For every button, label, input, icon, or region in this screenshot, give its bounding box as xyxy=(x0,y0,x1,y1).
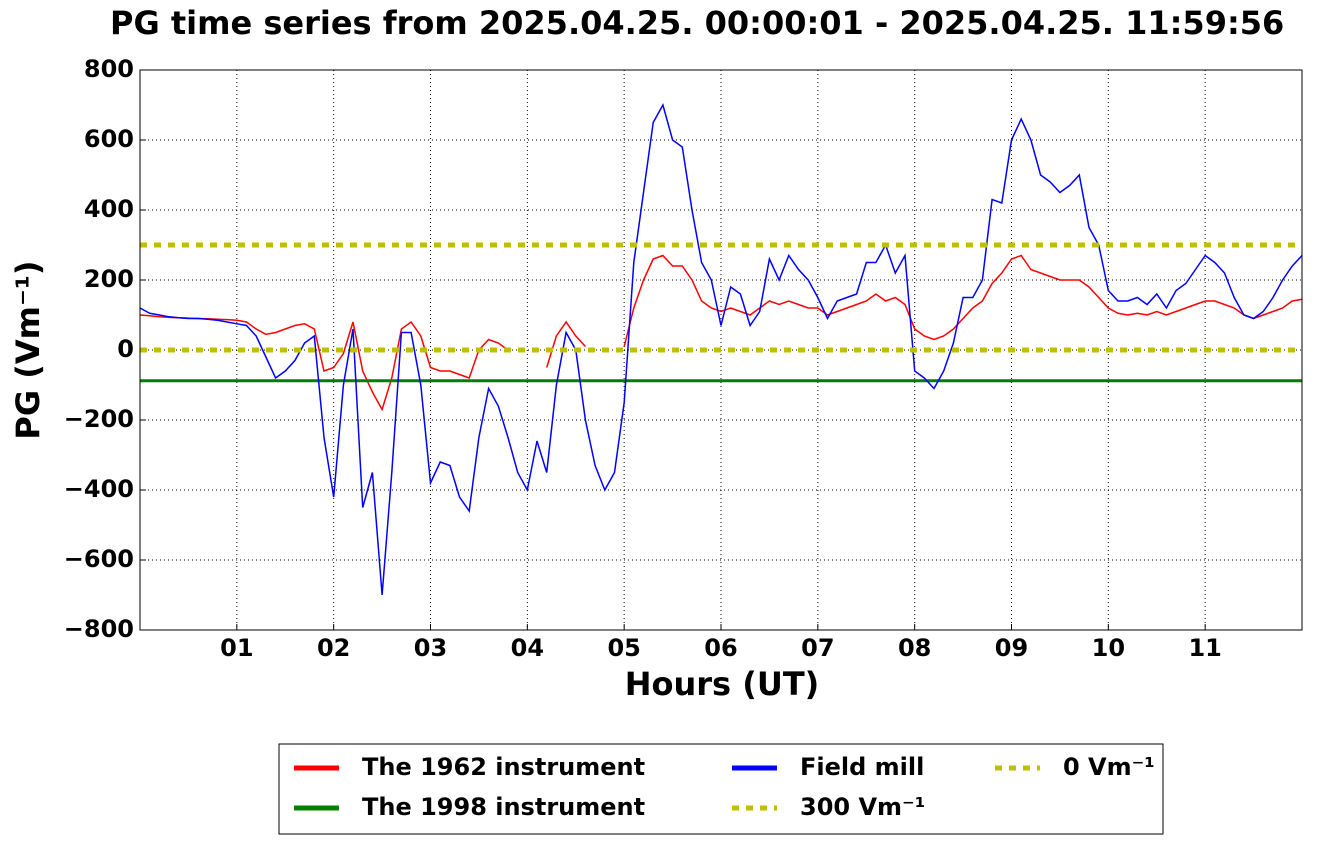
chart-title: PG time series from 2025.04.25. 00:00:01… xyxy=(110,4,1284,42)
x-tick-label: 01 xyxy=(220,634,253,662)
x-tick-label: 02 xyxy=(317,634,350,662)
data-line xyxy=(139,103,1303,596)
y-axis-label: PG (Vm⁻¹) xyxy=(9,260,47,439)
x-tick-label: 04 xyxy=(511,634,544,662)
x-tick-label: 07 xyxy=(801,634,834,662)
x-tick-label: 11 xyxy=(1188,634,1221,662)
x-tick-label: 09 xyxy=(995,634,1028,662)
legend-box xyxy=(278,743,1164,835)
x-tick-label: 03 xyxy=(414,634,447,662)
y-tick-label: −600 xyxy=(64,545,134,573)
plot-frame xyxy=(139,69,1303,631)
x-axis-label: Hours (UT) xyxy=(625,665,820,703)
x-tick-label: 08 xyxy=(898,634,931,662)
legend-label: 300 Vm⁻¹ xyxy=(800,793,925,821)
x-tick-label: 06 xyxy=(704,634,737,662)
x-tick-label: 10 xyxy=(1092,634,1125,662)
y-tick-label: −800 xyxy=(64,615,134,643)
legend-label: Field mill xyxy=(800,753,924,781)
y-tick-label: 800 xyxy=(84,55,134,83)
y-tick-label: −200 xyxy=(64,405,134,433)
legend-label: The 1962 instrument xyxy=(362,753,645,781)
x-tick-label: 05 xyxy=(607,634,640,662)
y-tick-label: 200 xyxy=(84,265,134,293)
y-tick-label: −400 xyxy=(64,475,134,503)
y-tick-label: 400 xyxy=(84,195,134,223)
legend-label: The 1998 instrument xyxy=(362,793,645,821)
y-tick-label: 600 xyxy=(84,125,134,153)
legend-label: 0 Vm⁻¹ xyxy=(1063,753,1155,781)
y-tick-label: 0 xyxy=(117,335,134,363)
